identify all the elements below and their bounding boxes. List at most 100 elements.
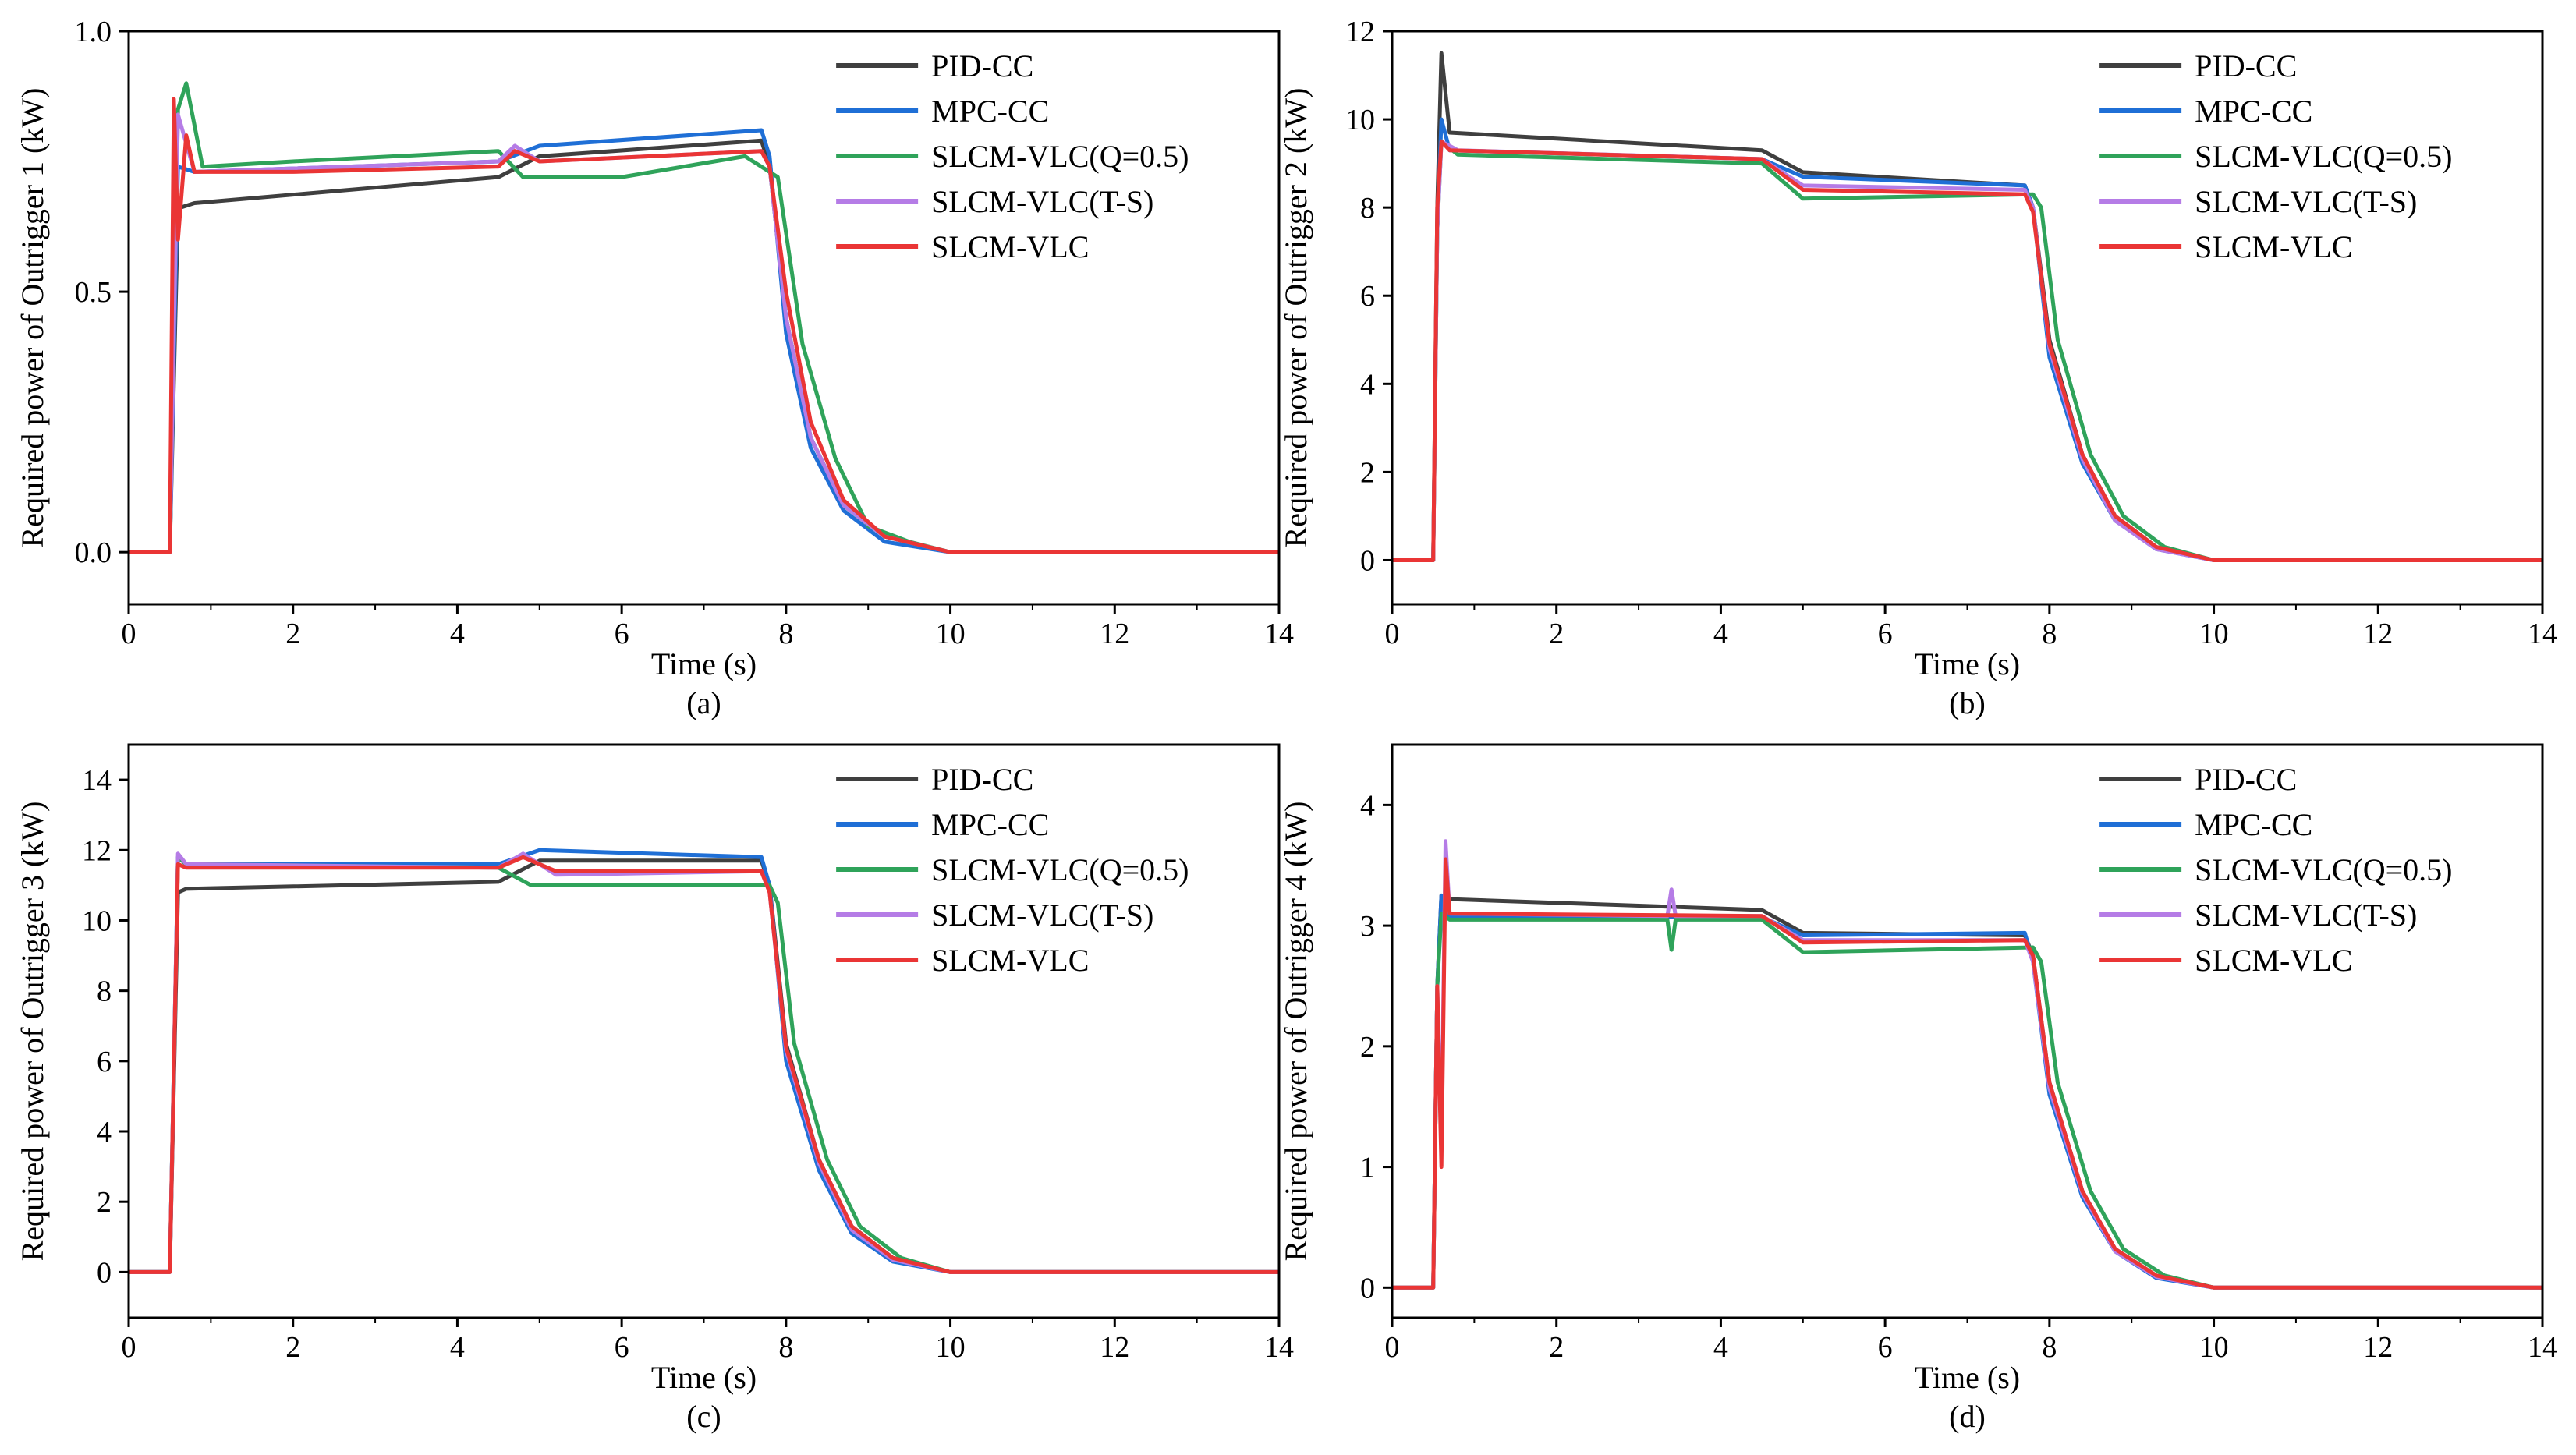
x-axis-title: Time (s)	[651, 1360, 757, 1395]
x-tick-label: 4	[450, 1331, 465, 1364]
x-tick-label: 10	[2199, 1331, 2229, 1364]
y-tick-label: 0	[1360, 544, 1375, 577]
x-tick-label: 2	[1549, 1331, 1564, 1364]
x-tick-label: 4	[1713, 1331, 1728, 1364]
y-tick-label: 4	[1360, 368, 1375, 401]
legend-label-mpc: MPC-CC	[931, 94, 1049, 129]
series-line-mpc	[1392, 893, 2542, 1290]
plot-area	[1392, 51, 2542, 562]
legend-label-ts: SLCM-VLC(T-S)	[2195, 184, 2417, 219]
x-tick-label: 2	[1549, 618, 1564, 650]
x-tick-label: 6	[615, 618, 629, 650]
x-tick-label: 0	[122, 618, 136, 650]
y-tick-label: 4	[1360, 789, 1375, 822]
x-tick-label: 4	[1713, 618, 1728, 650]
legend-label-ts: SLCM-VLC(T-S)	[931, 184, 1153, 219]
y-tick-label: 1	[1360, 1152, 1375, 1184]
y-tick-label: 12	[82, 834, 112, 867]
plot-area	[1392, 839, 2542, 1290]
y-tick-label: 6	[97, 1046, 112, 1078]
y-tick-label: 10	[82, 905, 112, 937]
x-tick-label: 8	[778, 618, 793, 650]
y-tick-label: 3	[1360, 910, 1375, 943]
series-line-q05	[1392, 912, 2542, 1290]
panel-caption: (a)	[686, 685, 721, 720]
legend-label-ts: SLCM-VLC(T-S)	[931, 897, 1153, 933]
legend-label-pid: PID-CC	[931, 762, 1033, 797]
legend-label-q05: SLCM-VLC(Q=0.5)	[931, 139, 1189, 174]
y-axis-title: Required power of Outrigger 4 (kW)	[1278, 802, 1313, 1262]
x-tick-label: 12	[2363, 618, 2393, 650]
legend: PID-CC MPC-CC SLCM-VLC(Q=0.5) SLCM-VLC(T-S)…	[836, 48, 1189, 264]
series-line-slcm	[129, 855, 1279, 1274]
x-tick-label: 12	[1100, 1331, 1129, 1364]
y-tick-label: 4	[97, 1116, 112, 1149]
plot-frame	[127, 30, 1281, 606]
legend-label-mpc: MPC-CC	[2195, 94, 2312, 129]
y-tick-label: 12	[1345, 16, 1375, 48]
legend-label-q05: SLCM-VLC(Q=0.5)	[2195, 852, 2452, 887]
y-tick-label: 10	[1345, 104, 1375, 136]
plot-area	[129, 848, 1279, 1274]
series-line-slcm	[1392, 857, 2542, 1290]
x-tick-label: 12	[2363, 1331, 2393, 1364]
x-tick-label: 10	[2199, 618, 2229, 650]
panel-caption: (b)	[1949, 685, 1986, 720]
x-tick-label: 12	[1100, 618, 1129, 650]
x-tick-label: 14	[1264, 1331, 1294, 1364]
legend-label-mpc: MPC-CC	[931, 807, 1049, 842]
legend-label-q05: SLCM-VLC(Q=0.5)	[2195, 139, 2452, 174]
x-tick-label: 8	[778, 1331, 793, 1364]
plot-area	[129, 81, 1279, 554]
x-tick-label: 6	[1878, 1331, 1893, 1364]
series-line-ts	[129, 112, 1279, 554]
y-tick-label: 14	[82, 764, 112, 797]
panel-caption: (d)	[1949, 1399, 1986, 1434]
x-tick-label: 14	[2528, 1331, 2557, 1364]
y-tick-label: 2	[1360, 1031, 1375, 1064]
y-tick-label: 0.0	[75, 536, 112, 569]
legend-label-slcm: SLCM-VLC	[931, 943, 1089, 978]
legend-label-slcm: SLCM-VLC	[2195, 229, 2352, 264]
y-tick-label: 0	[1360, 1272, 1375, 1305]
x-tick-label: 2	[285, 1331, 300, 1364]
plot-frame	[1391, 30, 2544, 606]
y-tick-label: 1.0	[75, 16, 112, 48]
y-tick-label: 0.5	[75, 276, 112, 309]
series-line-q05	[129, 81, 1279, 554]
legend-label-q05: SLCM-VLC(Q=0.5)	[931, 852, 1189, 887]
legend: PID-CC MPC-CC SLCM-VLC(Q=0.5) SLCM-VLC(T-S)…	[2099, 48, 2452, 264]
legend-label-pid: PID-CC	[2195, 762, 2297, 797]
x-tick-label: 8	[2042, 1331, 2057, 1364]
y-axis-title: Required power of Outrigger 3 (kW)	[15, 802, 50, 1262]
x-axis-title: Time (s)	[651, 646, 757, 681]
legend-label-pid: PID-CC	[931, 48, 1033, 83]
series-line-mpc	[129, 128, 1279, 554]
x-tick-label: 0	[1385, 618, 1400, 650]
x-tick-label: 0	[1385, 1331, 1400, 1364]
x-tick-label: 14	[1264, 618, 1294, 650]
legend-label-slcm: SLCM-VLC	[931, 229, 1089, 264]
series-line-pid	[1392, 893, 2542, 1290]
y-tick-label: 0	[97, 1256, 112, 1289]
x-axis-title: Time (s)	[1915, 646, 2020, 681]
x-tick-label: 10	[936, 1331, 966, 1364]
x-axis-title: Time (s)	[1915, 1360, 2020, 1395]
y-tick-label: 2	[1360, 456, 1375, 489]
x-tick-label: 6	[1878, 618, 1893, 650]
series-line-slcm	[129, 97, 1279, 554]
series-line-pid	[1392, 51, 2542, 562]
legend-label-ts: SLCM-VLC(T-S)	[2195, 897, 2417, 933]
chart-panel-c: 0 2 4 6 8 10 12 14 0 2 4 6 8 10 12 14 Time (s) Required p…	[15, 743, 1294, 1434]
legend-label-pid: PID-CC	[2195, 48, 2297, 83]
y-tick-label: 6	[1360, 280, 1375, 313]
y-tick-label: 2	[97, 1186, 112, 1219]
legend-label-slcm: SLCM-VLC	[2195, 943, 2352, 978]
legend: PID-CC MPC-CC SLCM-VLC(Q=0.5) SLCM-VLC(T-S)…	[2099, 762, 2452, 978]
y-axis-title: Required power of Outrigger 2 (kW)	[1278, 88, 1313, 548]
legend: PID-CC MPC-CC SLCM-VLC(Q=0.5) SLCM-VLC(T-S)…	[836, 762, 1189, 978]
y-tick-label: 8	[97, 975, 112, 1008]
x-tick-label: 8	[2042, 618, 2057, 650]
